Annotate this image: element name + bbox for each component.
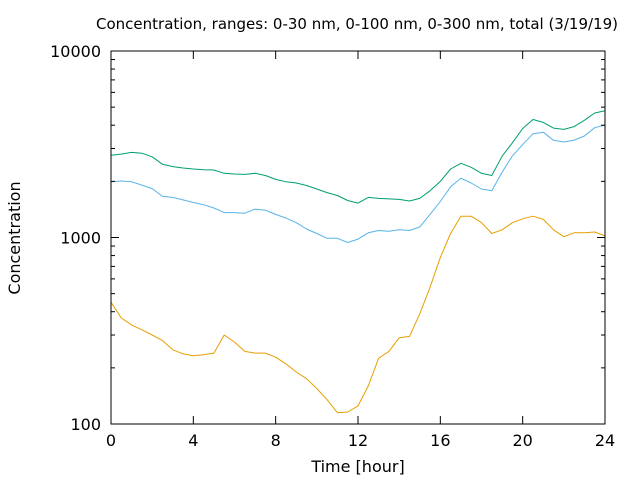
x-axis-label: Time [hour] <box>310 457 404 476</box>
x-tick-label: 24 <box>595 431 615 450</box>
x-tick-label: 0 <box>106 431 116 450</box>
y-tick-label: 1000 <box>60 229 101 248</box>
x-tick-label: 4 <box>188 431 198 450</box>
y-axis: 100 1000 10000 <box>50 42 605 434</box>
plot-frame <box>110 50 606 425</box>
series-line-2 <box>110 124 606 243</box>
x-tick-label: 16 <box>430 431 450 450</box>
y-tick-label: 10000 <box>50 42 101 61</box>
x-axis: 0 4 8 12 16 20 24 <box>106 51 615 450</box>
chart-title: Concentration, ranges: 0-30 nm, 0-100 nm… <box>96 15 618 33</box>
x-tick-label: 20 <box>512 431 532 450</box>
series-line-1 <box>110 110 606 204</box>
series-line-3 <box>110 215 606 414</box>
x-tick-label: 12 <box>348 431 368 450</box>
y-tick-label: 100 <box>70 415 101 434</box>
series-layer <box>110 110 606 414</box>
y-axis-label: Concentration <box>5 181 24 294</box>
x-tick-label: 8 <box>271 431 281 450</box>
